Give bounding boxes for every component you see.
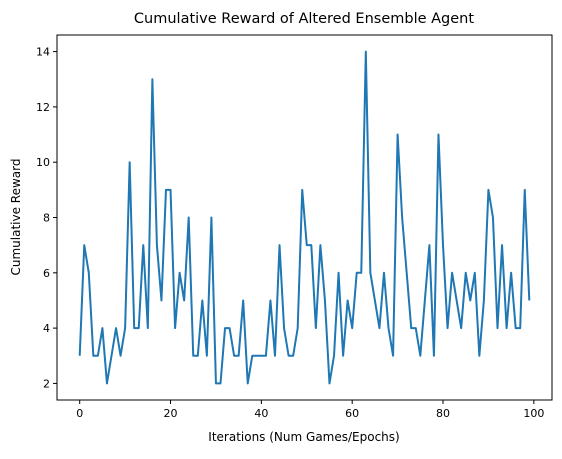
x-tick-label: 20	[164, 407, 178, 420]
chart-title: Cumulative Reward of Altered Ensemble Ag…	[134, 11, 474, 27]
x-tick-label: 40	[254, 407, 268, 420]
y-axis-label: Cumulative Reward	[9, 159, 23, 276]
y-tick-label: 2	[43, 377, 50, 390]
x-tick-label: 0	[76, 407, 83, 420]
y-tick-label: 10	[36, 156, 50, 169]
x-tick-label: 80	[436, 407, 450, 420]
y-tick-label: 4	[43, 322, 50, 335]
x-axis-label: Iterations (Num Games/Epochs)	[208, 430, 399, 444]
y-tick-label: 14	[36, 46, 50, 59]
y-tick-label: 12	[36, 101, 50, 114]
series-line	[78, 50, 531, 385]
x-tick-label: 60	[345, 407, 359, 420]
x-tick-label: 100	[523, 407, 544, 420]
y-tick-label: 6	[43, 267, 50, 280]
plot-area-frame	[56, 34, 553, 401]
y-tick-label: 8	[43, 212, 50, 225]
